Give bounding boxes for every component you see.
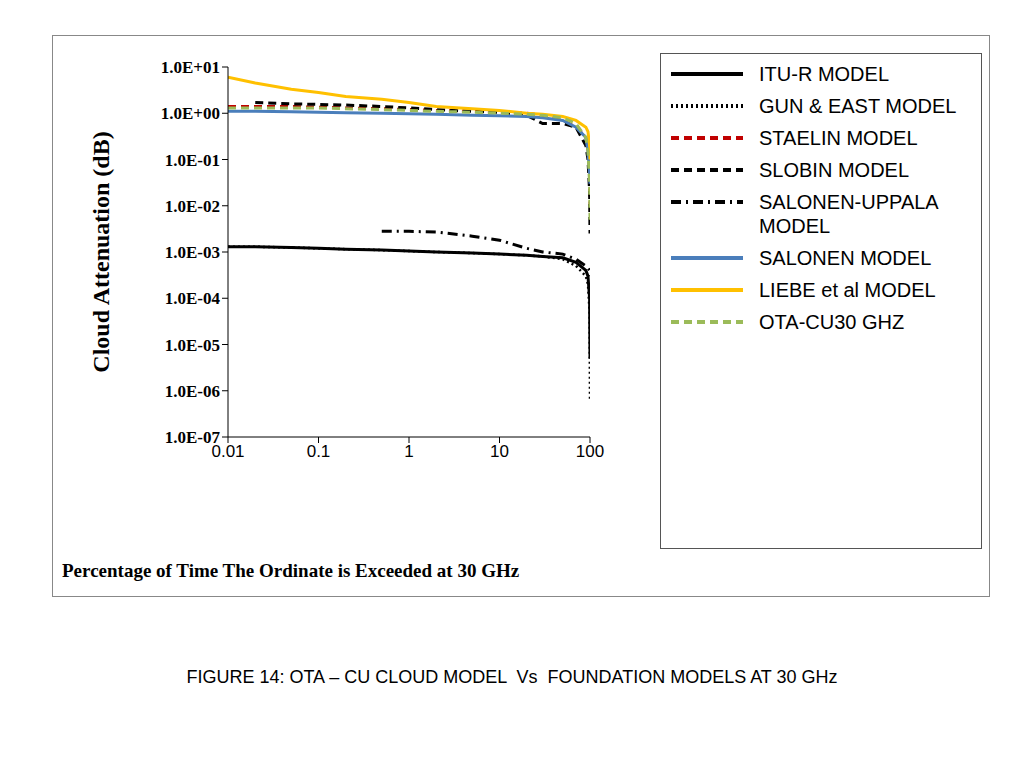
svg-text:1.0E-07: 1.0E-07: [165, 428, 221, 447]
html-text:FIGURE 14: OTA – CU CLOUD MODE: FIGURE 14: OTA – CU CLOUD MODEL Vs FOUND…: [186, 667, 838, 687]
html-text:SALONEN-UPPALA MODEL: SALONEN-UPPALA MODEL: [759, 191, 938, 237]
svg-text:1.0E-03: 1.0E-03: [165, 243, 220, 262]
html-text:Percentage of Time The Ordinat: Percentage of Time The Ordinate is Excee…: [62, 560, 520, 581]
html-text:LIEBE et al MODEL: LIEBE et al MODEL: [759, 279, 936, 301]
html-text:ITU-R MODEL: ITU-R MODEL: [759, 63, 889, 85]
svg-text:1.0E-05: 1.0E-05: [165, 336, 220, 355]
html-text:SLOBIN MODEL: SLOBIN MODEL: [759, 159, 909, 181]
html-text:OTA-CU30 GHZ: OTA-CU30 GHZ: [759, 311, 905, 333]
svg-text:1.0E-06: 1.0E-06: [165, 382, 220, 401]
svg-text:1.0E-02: 1.0E-02: [165, 197, 220, 216]
svg-text:1.0E-01: 1.0E-01: [165, 151, 220, 170]
svg-text:0.1: 0.1: [307, 442, 331, 461]
svg-text:1.0E-04: 1.0E-04: [165, 289, 221, 308]
svg-text:1: 1: [404, 442, 413, 461]
svg-text:Cloud Attenuation (dB): Cloud Attenuation (dB): [88, 131, 114, 372]
svg-text:1.0E+00: 1.0E+00: [161, 104, 220, 123]
svg-text:10: 10: [490, 442, 509, 461]
svg-text:1.0E+01: 1.0E+01: [161, 58, 220, 77]
svg-text:0.01: 0.01: [211, 442, 245, 462]
svg-text:100: 100: [576, 442, 604, 461]
html-text:GUN & EAST MODEL: GUN & EAST MODEL: [759, 95, 957, 117]
html-text:STAELIN MODEL: STAELIN MODEL: [759, 127, 918, 149]
html-text:SALONEN MODEL: SALONEN MODEL: [759, 247, 932, 269]
